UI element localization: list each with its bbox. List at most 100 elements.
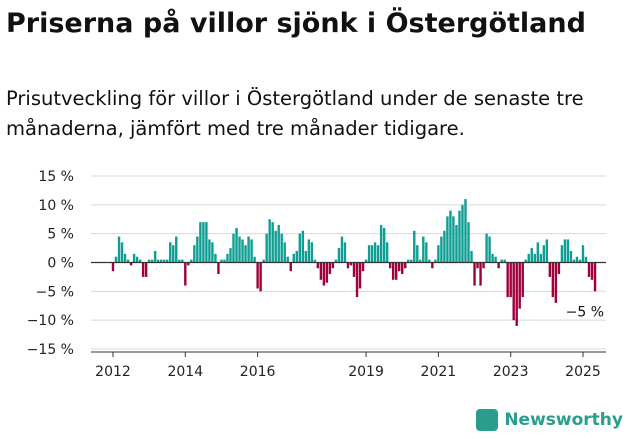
bar: [199, 222, 202, 263]
y-tick-label: 5 %: [47, 227, 74, 243]
bar: [491, 253, 494, 263]
x-axis: 2012 2014 2016 2019 2021 2023 2025: [91, 261, 606, 380]
bar: [328, 262, 332, 275]
bar: [536, 242, 539, 263]
bar: [181, 259, 184, 263]
bar: [437, 245, 440, 263]
bar: [548, 262, 552, 277]
bar: [488, 236, 491, 263]
bar: [452, 216, 455, 263]
bar: [509, 262, 512, 298]
bar: [250, 239, 253, 263]
bar: [211, 242, 214, 263]
x-tick-label: 2014: [167, 364, 203, 380]
bar: [217, 262, 220, 275]
bar: [135, 256, 139, 263]
bar: [190, 259, 193, 263]
bar: [545, 239, 549, 263]
bar: [542, 245, 546, 263]
bar: [524, 259, 527, 263]
bar: [512, 262, 515, 321]
bar: [388, 262, 392, 269]
bar: [175, 236, 178, 263]
bar: [361, 262, 365, 272]
bar: [551, 262, 555, 298]
x-tick-label: 2023: [493, 364, 529, 380]
bar: [401, 262, 404, 275]
bar: [422, 236, 425, 263]
bar: [349, 262, 353, 266]
chart-badge-icon: [476, 409, 499, 431]
bar: [114, 256, 118, 263]
bar: [355, 262, 359, 298]
bar: [410, 259, 413, 263]
bar: [458, 210, 461, 263]
bar: [247, 236, 250, 263]
bar: [132, 253, 136, 263]
bar: [566, 239, 570, 263]
bar: [202, 222, 205, 263]
bars: [111, 199, 597, 326]
bar: [156, 259, 160, 263]
bar: [138, 259, 142, 263]
bar: [440, 236, 443, 263]
bar: [560, 245, 564, 263]
bar: [126, 259, 130, 263]
bar: [581, 245, 585, 263]
bar: [425, 242, 428, 263]
bar: [184, 262, 187, 286]
bar: [226, 253, 229, 263]
bar: [205, 222, 208, 263]
brand-logo[interactable]: Newsworthy: [476, 409, 623, 431]
x-tick-label: 2025: [565, 364, 601, 380]
bar: [352, 262, 356, 277]
bar: [325, 262, 329, 283]
bar: [172, 245, 175, 263]
bar: [301, 230, 305, 263]
bar: [147, 259, 151, 263]
bar: [343, 242, 347, 263]
bar: [163, 259, 166, 263]
bar: [322, 262, 326, 286]
bar: [455, 225, 458, 263]
bar: [232, 233, 235, 263]
bar: [220, 259, 223, 263]
bar: [467, 222, 470, 263]
bar: [271, 222, 274, 263]
bar: [223, 259, 226, 263]
bar: [274, 230, 277, 263]
bar: [569, 250, 573, 263]
x-tick-label: 2021: [421, 364, 457, 380]
bar: [235, 227, 238, 263]
bar: [187, 262, 190, 266]
bar: [238, 236, 241, 263]
x-tick-label: 2019: [348, 364, 384, 380]
bar: [265, 233, 268, 263]
bar: [391, 262, 395, 280]
bar: [319, 262, 323, 280]
bar: [404, 262, 407, 269]
y-tick-label: 10 %: [38, 198, 74, 214]
bar: [578, 259, 582, 263]
bar: [382, 227, 386, 263]
bar: [416, 245, 419, 263]
bar: [256, 262, 259, 289]
bar: [407, 259, 410, 263]
bar: [554, 262, 558, 303]
bar: [280, 233, 283, 263]
bar: [298, 233, 301, 263]
bar: [518, 262, 521, 309]
bar: [262, 259, 265, 263]
bar: [482, 262, 485, 269]
bar: [304, 250, 308, 263]
bar: [557, 262, 561, 275]
y-tick-label: −5 %: [36, 284, 74, 300]
bar: [331, 262, 335, 269]
bar: [473, 262, 476, 286]
bar: [259, 262, 262, 292]
bar: [398, 262, 401, 272]
bar: [208, 239, 211, 263]
latest-value-label: −5 %: [566, 304, 604, 320]
y-axis-tick-labels: 15 % 10 % 5 % 0 % −5 % −10 % −15 %: [27, 169, 74, 358]
bar: [307, 239, 311, 263]
